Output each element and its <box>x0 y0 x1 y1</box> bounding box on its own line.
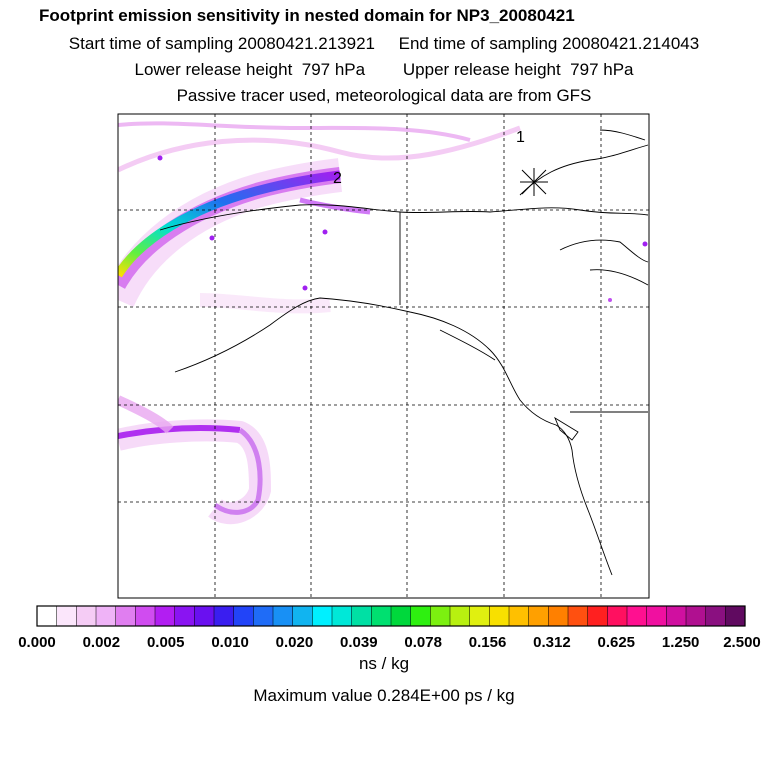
colorbar-swatch <box>331 605 353 627</box>
colorbar-swatch <box>213 605 235 627</box>
marker-label-1: 1 <box>516 129 525 146</box>
colorbar-tick-label: 0.002 <box>83 634 121 651</box>
colorbar-swatch <box>587 605 608 627</box>
colorbar-swatch <box>351 605 372 627</box>
colorbar-swatch <box>95 605 117 627</box>
colorbar-swatch <box>685 605 707 627</box>
colorbar-tick-label: 0.005 <box>147 634 185 651</box>
end-time: End time of sampling 20080421.214043 <box>398 34 700 53</box>
release-heights: Lower release height 797 hPa Upper relea… <box>0 60 768 80</box>
colorbar-swatch <box>135 605 156 627</box>
release-marker <box>520 168 548 196</box>
colorbar-swatch <box>371 605 392 627</box>
colorbar-tick-label: 0.312 <box>533 634 571 651</box>
colorbar-swatch <box>36 605 58 627</box>
colorbar-swatch <box>174 605 195 627</box>
map-area: 1 2 <box>118 114 649 598</box>
upper-height: Upper release height 797 hPa <box>402 60 634 79</box>
start-time: Start time of sampling 20080421.213921 <box>68 34 376 53</box>
colorbar-swatch <box>567 605 589 627</box>
colorbar-swatch <box>312 605 333 627</box>
colorbar-swatch <box>154 605 176 627</box>
maximum-value: Maximum value 0.284E+00 ps / kg <box>253 686 515 705</box>
colorbar-swatch <box>666 605 687 627</box>
colorbar-swatch <box>508 605 530 627</box>
colorbar-swatch <box>194 605 215 627</box>
map-title: Footprint emission sensitivity in nested… <box>39 6 575 25</box>
map-frame <box>117 113 650 599</box>
colorbar-swatch <box>646 605 667 627</box>
colorbar-swatch <box>410 605 431 627</box>
colorbar: 0.000 0.002 0.005 0.010 0.020 0.039 0.078 0.156… <box>18 605 761 651</box>
colorbar-swatch <box>430 605 451 627</box>
lower-height: Lower release height 797 hPa <box>134 60 366 79</box>
colorbar-swatch <box>76 605 97 627</box>
colorbar-swatch <box>390 605 412 627</box>
colorbar-swatch <box>489 605 510 627</box>
colorbar-swatch <box>449 605 471 627</box>
sampling-times: Start time of sampling 20080421.213921 E… <box>0 34 768 54</box>
colorbar-swatch <box>548 605 569 627</box>
colorbar-tick-label: 0.020 <box>276 634 314 651</box>
colorbar-swatch <box>469 605 490 627</box>
colorbar-unit: ns / kg <box>358 654 410 673</box>
colorbar-swatch <box>607 605 628 627</box>
sensitivity-plumes <box>118 121 648 525</box>
colorbar-swatch <box>233 605 254 627</box>
colorbar-swatch <box>528 605 549 627</box>
colorbar-tick-label: 0.625 <box>597 634 635 651</box>
colorbar-swatch <box>705 605 726 627</box>
colorbar-tick-label: 0.039 <box>340 634 378 651</box>
colorbar-swatch <box>115 605 136 627</box>
colorbar-swatch <box>253 605 274 627</box>
colorbar-tick-label: 1.250 <box>662 634 700 651</box>
colorbar-tick-label: 0.078 <box>404 634 442 651</box>
colorbar-swatch <box>272 605 294 627</box>
colorbar-tick-label: 0.010 <box>211 634 249 651</box>
colorbar-tick-label: 0.000 <box>18 634 56 651</box>
colorbar-swatch <box>56 605 77 627</box>
colorbar-swatch <box>725 605 746 627</box>
colorbar-tick-label: 0.156 <box>469 634 507 651</box>
tracer-note: Passive tracer used, meteorological data… <box>176 86 592 105</box>
colorbar-tick-label: 2.500 <box>723 634 761 651</box>
colorbar-swatch <box>292 605 313 627</box>
marker-label-2: 2 <box>333 170 342 187</box>
graticule <box>118 114 649 598</box>
colorbar-frame <box>36 605 746 627</box>
colorbar-swatch <box>626 605 648 627</box>
